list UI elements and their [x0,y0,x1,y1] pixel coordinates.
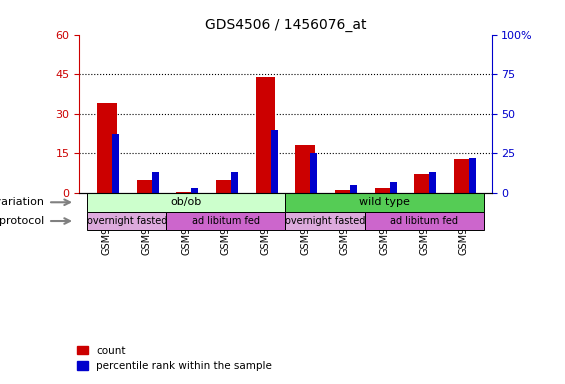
Bar [87,193,285,212]
Bar [231,172,238,193]
Bar [255,77,275,193]
Bar [192,188,198,193]
Bar [166,212,285,230]
Text: ad libitum fed: ad libitum fed [390,216,458,226]
Text: overnight fasted: overnight fasted [285,216,365,226]
Bar [414,174,434,193]
Bar [390,182,397,193]
Bar [97,103,117,193]
Legend: count, percentile rank within the sample: count, percentile rank within the sample [73,341,276,375]
Bar [295,146,315,193]
Bar [151,172,159,193]
Bar [137,180,157,193]
Bar [271,129,278,193]
Bar [310,153,318,193]
Bar [216,180,236,193]
Text: ob/ob: ob/ob [171,197,202,207]
Bar [285,193,484,212]
Bar [364,212,484,230]
Bar [335,190,355,193]
Text: ad libitum fed: ad libitum fed [192,216,260,226]
Bar [176,192,196,193]
Bar [87,212,166,230]
Bar [112,134,119,193]
Bar [469,158,476,193]
Text: genotype/variation: genotype/variation [0,197,44,207]
Text: protocol: protocol [0,216,44,226]
Bar [350,185,357,193]
Title: GDS4506 / 1456076_at: GDS4506 / 1456076_at [205,18,366,32]
Text: overnight fasted: overnight fasted [86,216,167,226]
Bar [285,212,364,230]
Bar [375,188,394,193]
Bar [429,172,436,193]
Bar [454,159,473,193]
Text: wild type: wild type [359,197,410,207]
